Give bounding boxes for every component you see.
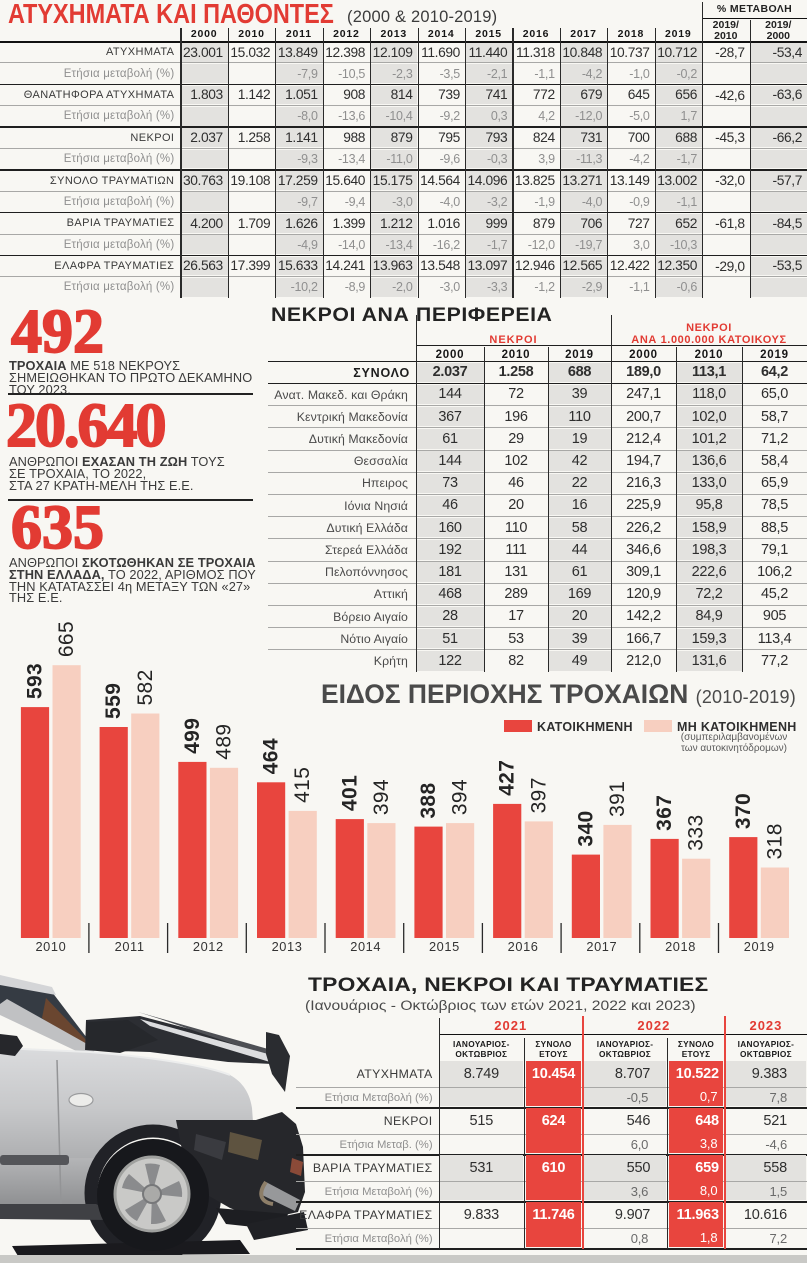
svg-text:427: 427: [496, 760, 519, 796]
svg-text:391: 391: [606, 781, 629, 817]
svg-text:415: 415: [291, 767, 314, 803]
svg-text:665: 665: [55, 621, 78, 657]
svg-text:559: 559: [102, 683, 125, 719]
svg-text:489: 489: [213, 724, 236, 760]
svg-text:397: 397: [527, 777, 550, 813]
svg-text:2016: 2016: [508, 939, 539, 954]
svg-text:2010: 2010: [35, 939, 66, 954]
svg-text:464: 464: [260, 738, 283, 774]
svg-text:340: 340: [574, 810, 597, 846]
svg-text:2019: 2019: [744, 939, 775, 954]
svg-text:2015: 2015: [429, 939, 460, 954]
svg-text:318: 318: [763, 823, 786, 859]
svg-text:2012: 2012: [193, 939, 224, 954]
svg-text:401: 401: [338, 775, 361, 811]
svg-text:394: 394: [449, 779, 472, 815]
svg-text:333: 333: [685, 814, 708, 850]
svg-text:367: 367: [653, 795, 676, 831]
svg-text:2014: 2014: [350, 939, 381, 954]
svg-text:593: 593: [24, 663, 47, 699]
svg-text:582: 582: [134, 669, 157, 705]
svg-text:2011: 2011: [115, 939, 145, 954]
svg-text:2017: 2017: [586, 939, 617, 954]
svg-text:370: 370: [732, 793, 755, 829]
svg-text:2018: 2018: [665, 939, 696, 954]
svg-text:2013: 2013: [272, 939, 303, 954]
svg-text:394: 394: [370, 779, 393, 815]
svg-text:388: 388: [417, 782, 440, 818]
svg-text:499: 499: [181, 718, 204, 754]
